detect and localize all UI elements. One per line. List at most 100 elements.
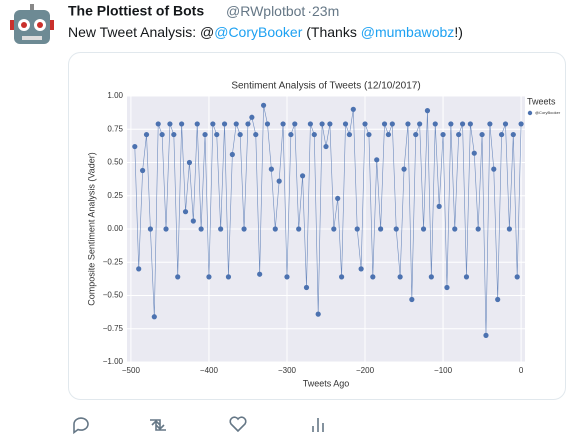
point [350,106,356,112]
point [381,121,388,127]
point [171,131,177,138]
chart-title: Sentiment Analysis of Tweets (12/10/2017… [231,81,420,92]
point [385,131,392,138]
point [218,226,224,232]
point [417,121,423,127]
x-tick-label: −300 [278,366,297,375]
point [202,131,208,138]
avatar [10,4,54,44]
text: New Tweet Analysis: @ [68,24,214,40]
point [502,121,509,127]
point [311,131,317,138]
point [198,226,204,232]
y-tick-label: −0.75 [103,324,124,333]
point [327,121,333,127]
point [307,121,313,127]
point [182,209,189,215]
point [179,121,185,127]
handle[interactable]: @RWplotbot ·23m [226,3,339,19]
point [401,166,407,172]
point [378,226,384,232]
point [284,274,290,280]
point [140,167,146,174]
point [194,121,200,127]
point [186,159,193,166]
point [206,274,212,280]
x-axis-label: Tweets Ago [303,378,350,388]
point [463,274,470,280]
point [452,226,458,232]
point [448,121,454,127]
analytics-icon[interactable] [312,418,324,432]
point [409,296,415,303]
point [214,131,220,138]
y-tick-label: 0.50 [107,158,123,167]
point [366,131,372,138]
x-tick-label: 0 [519,366,524,375]
point [370,274,376,280]
point [280,121,286,127]
point [506,226,512,232]
point [487,121,493,127]
point [514,274,520,280]
point [175,274,181,280]
text: (Thanks [302,24,360,40]
point [342,121,349,127]
mention[interactable]: @mumbawobz [361,24,455,40]
x-tick-label: −200 [356,366,375,375]
point [393,226,399,232]
point [389,121,395,127]
point [237,131,243,138]
point [456,131,462,138]
point [424,108,431,114]
point [299,173,306,179]
point [303,284,310,291]
chart: Sentiment Analysis of Tweets (12/10/2017… [86,81,560,389]
point [467,121,473,127]
point [292,121,298,127]
point [151,314,157,320]
point [444,284,450,291]
point [268,166,274,172]
point [315,311,321,317]
handle-text[interactable]: @RWplotbot [226,3,305,19]
mention[interactable]: @CoryBooker [214,24,302,40]
point [428,274,434,280]
point [319,121,325,127]
point [249,114,255,120]
point [210,121,216,127]
point [491,166,497,172]
y-tick-label: 1.00 [107,91,123,100]
like-icon[interactable] [229,416,247,433]
point [276,178,282,184]
author-name[interactable]: The Plottiest of Bots [68,3,204,19]
legend-marker [527,110,533,116]
point [354,226,360,232]
point [253,131,259,138]
retweet-icon[interactable] [150,419,166,431]
point [413,131,419,138]
point [358,266,364,272]
time[interactable]: ·23m [307,3,339,19]
point [346,131,353,138]
point [143,131,150,138]
point [475,226,481,232]
point [420,226,427,232]
point [272,226,278,232]
point [432,121,438,127]
reply-icon[interactable] [73,417,89,435]
point [323,143,329,150]
y-tick-label: 0.25 [107,191,123,200]
point [147,226,154,232]
point [221,121,228,127]
point [241,226,247,232]
point [479,131,485,138]
y-tick-label: −0.50 [103,291,124,300]
point [288,131,294,138]
y-tick-label: 0.00 [107,224,123,233]
point [264,121,271,127]
x-tick-label: −400 [200,366,219,375]
y-tick-label: −0.25 [103,257,124,266]
point [436,203,442,209]
